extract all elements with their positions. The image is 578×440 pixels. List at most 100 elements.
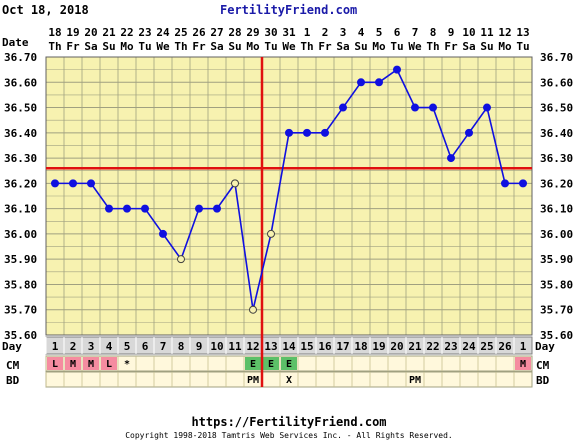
- day-row-cell: 24: [462, 340, 476, 353]
- x-date-label: 24: [156, 26, 170, 39]
- y-tick-label-left: 36.20: [4, 177, 37, 190]
- y-tick-label-right: 35.70: [540, 304, 573, 317]
- cm-cell-label: M: [520, 359, 526, 370]
- cm-cell-label: L: [52, 359, 58, 370]
- x-date-label: 5: [376, 26, 383, 39]
- day-row-cell: 25: [480, 340, 493, 353]
- day-row-cell: 13: [264, 340, 277, 353]
- day-row-cell: 12: [246, 340, 259, 353]
- cm-cell-fill: [101, 357, 117, 370]
- cm-cell-label: L: [106, 359, 112, 370]
- footer-copyright: Copyright 1998-2018 Tamtris Web Services…: [125, 431, 453, 440]
- day-row-cell: 15: [300, 340, 313, 353]
- day-row-label-right: Day: [535, 340, 555, 353]
- y-tick-label-left: 36.50: [4, 102, 37, 115]
- x-weekday-label: Tu: [516, 40, 529, 53]
- y-tick-label-right: 35.90: [540, 253, 573, 266]
- temperature-point: [51, 179, 59, 188]
- footer-url[interactable]: https://FertilityFriend.com: [191, 415, 386, 429]
- x-weekday-label: Su: [480, 40, 493, 53]
- y-tick-label-left: 36.60: [4, 76, 37, 89]
- day-row-cell: 26: [498, 340, 512, 353]
- x-weekday-label: Su: [354, 40, 367, 53]
- y-tick-label-left: 36.70: [4, 51, 37, 64]
- y-tick-label-left: 36.00: [4, 228, 37, 241]
- x-weekday-label: We: [156, 40, 170, 53]
- x-weekday-label: Fr: [192, 40, 206, 53]
- x-date-label: 23: [138, 26, 151, 39]
- x-weekday-label: Th: [300, 40, 313, 53]
- x-date-label: 31: [282, 26, 296, 39]
- x-weekday-label: Tu: [138, 40, 151, 53]
- x-date-label: 28: [228, 26, 241, 39]
- cm-cell-label: *: [124, 359, 130, 370]
- temperature-point: [357, 78, 365, 87]
- day-row-cell: 5: [124, 340, 131, 353]
- y-tick-label-right: 36.60: [540, 76, 573, 89]
- brand-title[interactable]: FertilityFriend.com: [220, 3, 357, 17]
- temperature-point: [141, 204, 149, 213]
- x-weekday-label: Su: [102, 40, 115, 53]
- cm-cell-label: E: [268, 359, 274, 370]
- day-row-cell: 14: [282, 340, 296, 353]
- chart-date-text: Oct 18, 2018: [2, 3, 89, 17]
- day-row-cell: 9: [196, 340, 203, 353]
- day-row-cell: 2: [70, 340, 77, 353]
- temperature-point: [501, 179, 509, 188]
- x-date-label: 30: [264, 26, 277, 39]
- x-weekday-label: Mo: [498, 40, 512, 53]
- cm-cell-fill: [515, 357, 531, 370]
- temperature-point: [123, 204, 131, 213]
- temperature-point: [447, 154, 455, 163]
- day-row-cell: 3: [88, 340, 95, 353]
- temperature-point: [465, 128, 473, 137]
- x-weekday-label: Sa: [84, 40, 97, 53]
- y-tick-label-right: 36.70: [540, 51, 573, 64]
- day-row-cell: 17: [336, 340, 349, 353]
- x-weekday-label: Mo: [120, 40, 134, 53]
- day-row-cell: 16: [318, 340, 332, 353]
- y-tick-label-left: 36.40: [4, 127, 37, 140]
- x-weekday-label: Fr: [318, 40, 332, 53]
- day-row-cell: 18: [354, 340, 367, 353]
- x-date-label: 1: [304, 26, 311, 39]
- x-weekday-label: Fr: [66, 40, 80, 53]
- day-row-cell: 23: [444, 340, 457, 353]
- day-row-cell: 4: [106, 340, 113, 353]
- y-tick-label-right: 35.80: [540, 278, 573, 291]
- cm-row-label-left: CM: [6, 359, 20, 372]
- x-date-label: 20: [84, 26, 97, 39]
- bd-cell-label: PM: [409, 375, 421, 386]
- y-tick-label-right: 36.10: [540, 203, 573, 216]
- temperature-point: [339, 103, 347, 112]
- cm-cell-label: E: [250, 359, 256, 370]
- temperature-point: [105, 204, 113, 213]
- x-date-label: 9: [448, 26, 455, 39]
- marks-layer: [46, 57, 532, 387]
- x-date-label: 10: [462, 26, 475, 39]
- x-weekday-label: Tu: [390, 40, 403, 53]
- cm-cell-label: M: [70, 359, 76, 370]
- x-date-label: 11: [480, 26, 494, 39]
- temperature-point: [285, 128, 293, 137]
- grid-layer: [45, 56, 533, 388]
- temperature-point-open: [249, 305, 257, 314]
- bd-cell-label: PM: [247, 375, 259, 386]
- y-tick-label-right: 35.60: [540, 329, 573, 342]
- y-tick-label-left: 35.80: [4, 278, 37, 291]
- temperature-point: [393, 65, 401, 74]
- day-row-cell: 10: [210, 340, 223, 353]
- x-date-label: 8: [430, 26, 437, 39]
- x-weekday-label: Th: [426, 40, 439, 53]
- y-tick-label-left: 36.10: [4, 203, 37, 216]
- day-row-cell: 11: [228, 340, 242, 353]
- day-row-label-left: Day: [2, 340, 22, 353]
- temperature-point-open: [177, 255, 185, 264]
- temperature-point: [429, 103, 437, 112]
- x-weekday-label: Sa: [210, 40, 223, 53]
- y-tick-label-right: 36.30: [540, 152, 573, 165]
- x-weekday-label: Mo: [246, 40, 260, 53]
- x-date-label: 25: [174, 26, 187, 39]
- cm-cell-fill: [65, 357, 81, 370]
- x-weekday-label: Fr: [444, 40, 458, 53]
